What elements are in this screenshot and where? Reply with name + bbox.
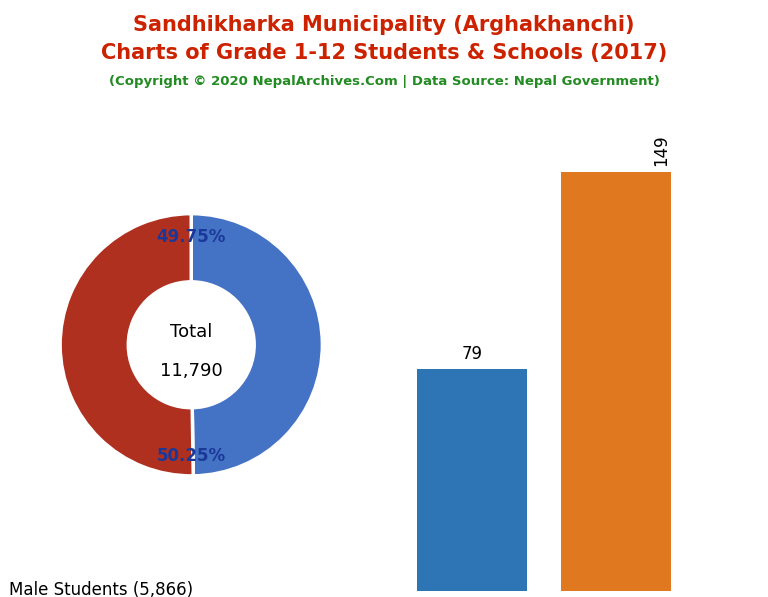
Wedge shape <box>191 214 323 476</box>
Text: 50.25%: 50.25% <box>157 447 226 465</box>
Text: Charts of Grade 1-12 Students & Schools (2017): Charts of Grade 1-12 Students & Schools … <box>101 43 667 63</box>
Bar <box>417 369 527 591</box>
Text: Total: Total <box>170 322 213 341</box>
Legend: Male Students (5,866), Female Students (5,924): Male Students (5,866), Female Students (… <box>0 580 214 597</box>
Text: 49.75%: 49.75% <box>157 228 226 246</box>
Bar <box>561 172 671 591</box>
Text: 11,790: 11,790 <box>160 362 223 380</box>
Text: Sandhikharka Municipality (Arghakhanchi): Sandhikharka Municipality (Arghakhanchi) <box>134 15 634 35</box>
Text: 79: 79 <box>462 345 482 363</box>
Wedge shape <box>60 214 194 476</box>
Text: 149: 149 <box>652 134 670 166</box>
Text: (Copyright © 2020 NepalArchives.Com | Data Source: Nepal Government): (Copyright © 2020 NepalArchives.Com | Da… <box>108 75 660 88</box>
